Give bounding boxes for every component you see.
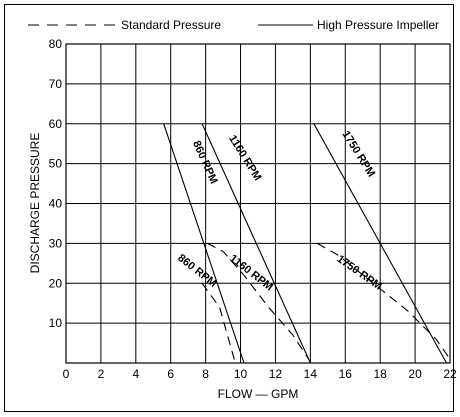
curve-label: 860 RPM (190, 139, 220, 186)
x-tick-label: 2 (98, 367, 105, 381)
x-tick-label: 22 (443, 367, 457, 381)
x-tick-label: 14 (304, 367, 318, 381)
y-axis-title: DISCHARGE PRESSURE (28, 133, 42, 274)
y-tick-label: 70 (49, 77, 63, 91)
legend: Standard Pressure High Pressure Impeller (28, 18, 439, 32)
series-line-high-860-rpm (163, 123, 245, 364)
legend-label-high-pressure-impeller: High Pressure Impeller (317, 18, 439, 32)
series-line-high-1750-rpm (313, 123, 447, 364)
y-tick-label: 80 (49, 37, 63, 51)
curve-label: 1750 RPM (334, 253, 383, 293)
y-tick-label: 40 (49, 197, 63, 211)
x-tick-label: 4 (132, 367, 139, 381)
series-line-standard-860-rpm (201, 282, 236, 364)
y-tick-label: 50 (49, 157, 63, 171)
series-lines (163, 123, 451, 364)
series-line-standard-1160-rpm (207, 242, 310, 360)
x-tick-label: 8 (202, 367, 209, 381)
curve-label: 860 RPM (175, 252, 219, 290)
grid (65, 43, 451, 364)
x-tick-label: 20 (408, 367, 422, 381)
y-tick-label: 20 (49, 276, 63, 290)
x-tick-label: 16 (339, 367, 353, 381)
legend-label-standard-pressure: Standard Pressure (121, 18, 221, 32)
y-tick-label: 10 (49, 316, 63, 330)
y-tick-label: 60 (49, 117, 63, 131)
series-line-standard-1750-rpm (317, 242, 451, 360)
tick-labels: 0 2 4 6 8 10 12 14 16 18 20 22 10 20 30 40 50 60 70 80 (49, 37, 457, 381)
y-tick-label: 30 (49, 236, 63, 250)
x-axis-title: FLOW — GPM (218, 387, 299, 401)
x-tick-label: 12 (269, 367, 283, 381)
x-tick-label: 0 (63, 367, 70, 381)
x-tick-label: 10 (234, 367, 248, 381)
x-tick-label: 6 (167, 367, 174, 381)
curve-label: 1160 RPM (226, 133, 263, 183)
curve-label: 1160 RPM (227, 252, 275, 293)
chart-frame (4, 4, 454, 412)
x-tick-label: 18 (374, 367, 388, 381)
series-line-high-1160-rpm (201, 123, 311, 364)
